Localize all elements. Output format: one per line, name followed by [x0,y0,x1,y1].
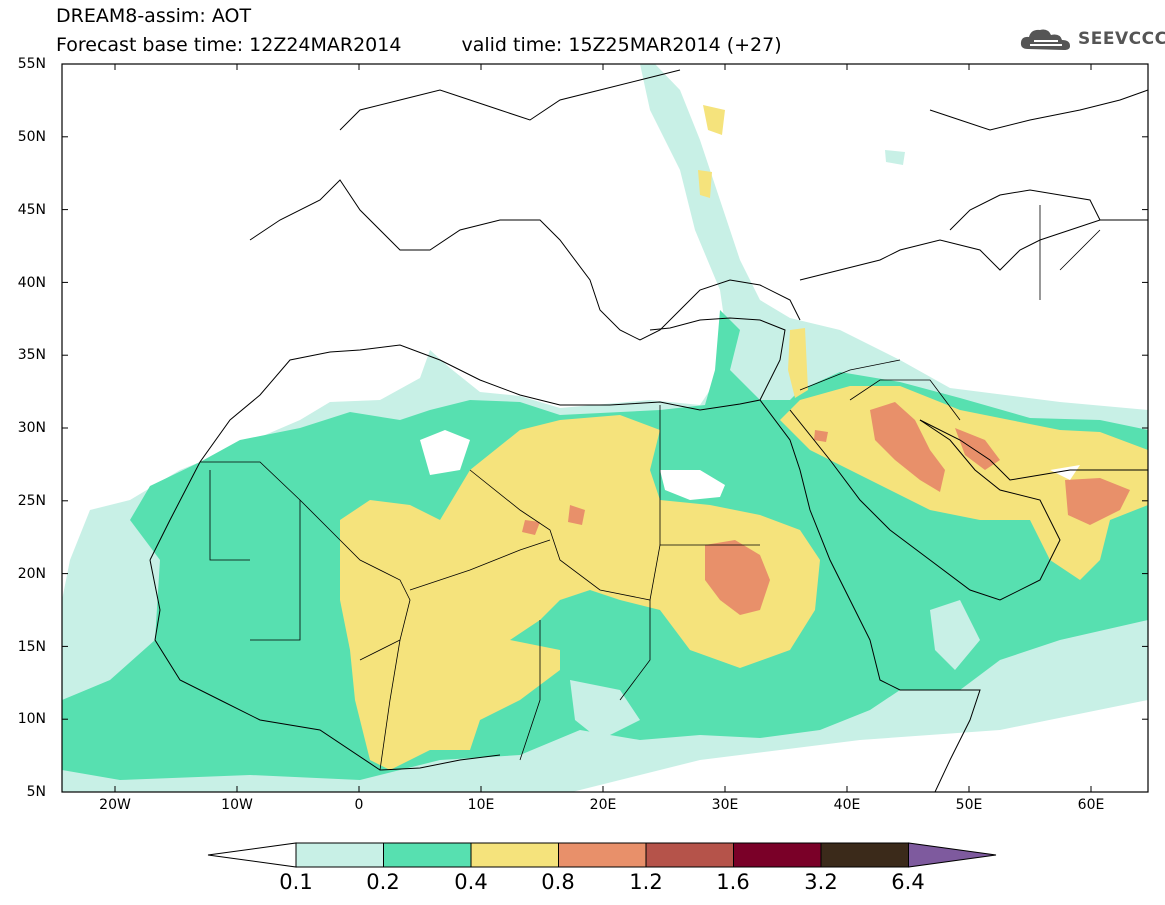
colorbar-swatch [733,842,822,868]
colorbar-over-arrow [908,842,997,868]
lon-label: 10W [221,797,253,813]
colorbar-swatch [295,842,384,868]
lat-label: 15N [17,639,46,655]
map-title: DREAM8-assim: AOT [56,5,252,27]
lat-label: 35N [17,347,46,363]
colorbar-swatch [558,842,647,868]
colorbar-label: 1.2 [629,870,663,894]
colorbar-under-arrow [207,842,297,868]
lat-label: 55N [17,56,46,72]
lon-label: 0 [354,797,364,813]
lat-label: 10N [17,711,46,727]
time-info: Forecast base time: 12Z24MAR2014 valid ti… [56,34,782,56]
lat-label: 45N [17,202,46,218]
colorbar-swatch [820,842,909,868]
aot-field [62,64,1148,792]
axis-ticks [62,63,1148,793]
colorbar-label: 0.4 [454,870,488,894]
lat-label: 20N [17,566,46,582]
lon-label: 30E [711,797,739,813]
lat-label: 30N [17,420,46,436]
aot-band-0.4d [698,105,725,198]
base-time: Forecast base time: 12Z24MAR2014 [56,34,402,56]
colorbar-swatch [645,842,734,868]
lat-label: 40N [17,275,46,291]
aot-band-0.8 [705,540,770,615]
coastlines [149,69,1148,792]
valid-time: valid time: 15Z25MAR2014 (+27) [461,34,782,56]
aot-band-0.8b [870,402,945,492]
lat-label: 25N [17,493,46,509]
logo-text: SEEVCCC [1078,29,1165,49]
lon-label: 40E [833,797,861,813]
colorbar-label: 0.2 [366,870,400,894]
aot-band-0.4c [788,328,808,398]
lat-label: 5N [26,784,46,800]
seevccc-logo: SEEVCCC [1018,24,1165,54]
colorbar-label: 1.6 [716,870,750,894]
lon-label: 10E [467,797,495,813]
colorbar-label: 3.2 [804,870,838,894]
lon-label: 20W [99,797,131,813]
borders [200,205,1101,771]
colorbar [207,842,997,868]
colorbar-label: 0.1 [279,870,313,894]
lon-label: 60E [1077,797,1105,813]
colorbar-label: 0.8 [541,870,575,894]
cloud-icon [1020,29,1070,50]
aot-band-0.8c [522,428,1130,535]
colorbar-label: 6.4 [891,870,925,894]
colorbar-swatch [383,842,472,868]
lat-label: 50N [17,129,46,145]
lon-label: 50E [955,797,983,813]
lon-label: 20E [589,797,617,813]
aot-band-0.4 [340,415,820,770]
colorbar-swatch [470,842,559,868]
